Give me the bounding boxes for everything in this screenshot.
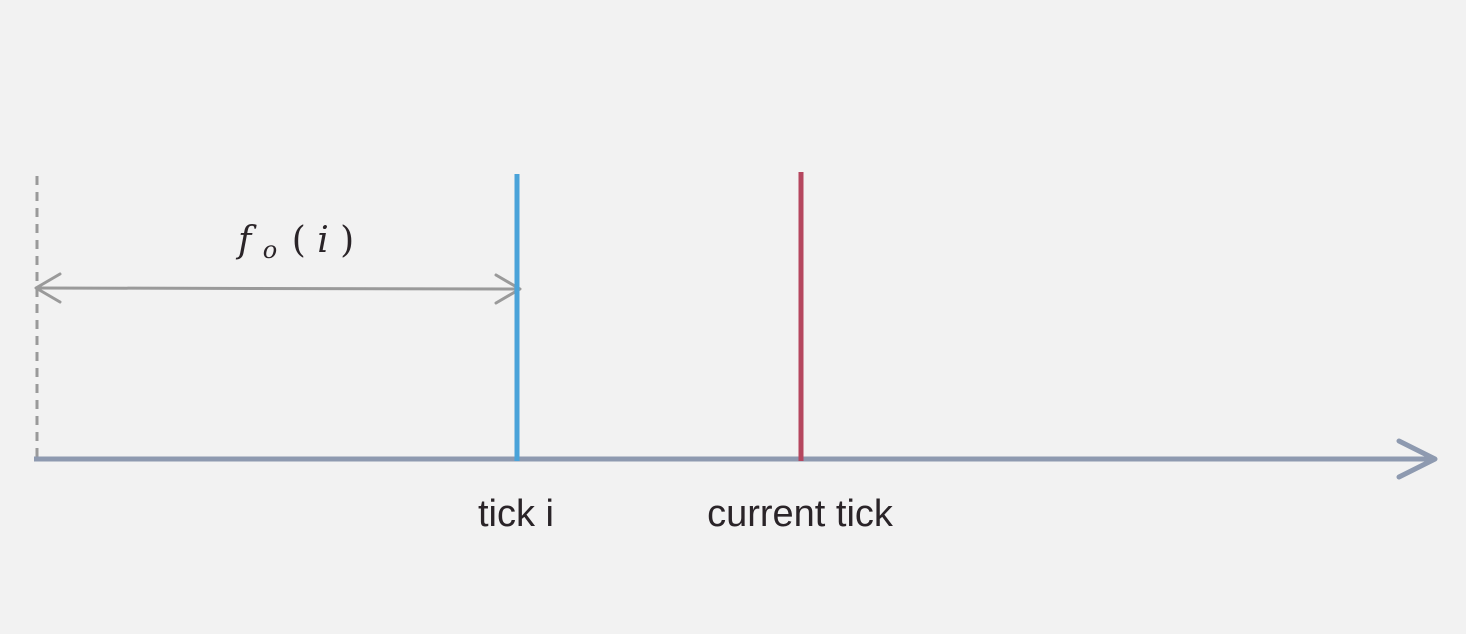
offset-label-subscript: o <box>263 236 277 264</box>
offset-arrow-shaft <box>36 286 521 291</box>
offset-label-open-paren: ( <box>292 220 306 261</box>
current-tick-label: current tick <box>707 493 894 535</box>
offset-label-close-paren: ) <box>340 220 354 261</box>
tick-i-label: tick i <box>478 493 554 535</box>
offset-label-arg: i <box>317 220 329 261</box>
offset-arrow <box>34 272 522 305</box>
offset-label-f: f <box>235 220 257 261</box>
time-axis-arrowhead <box>1396 438 1438 480</box>
offset-label: f o ( i ) <box>235 220 354 267</box>
offset-arrow-right-head <box>494 273 522 305</box>
offset-arrow-left-head <box>34 272 62 304</box>
